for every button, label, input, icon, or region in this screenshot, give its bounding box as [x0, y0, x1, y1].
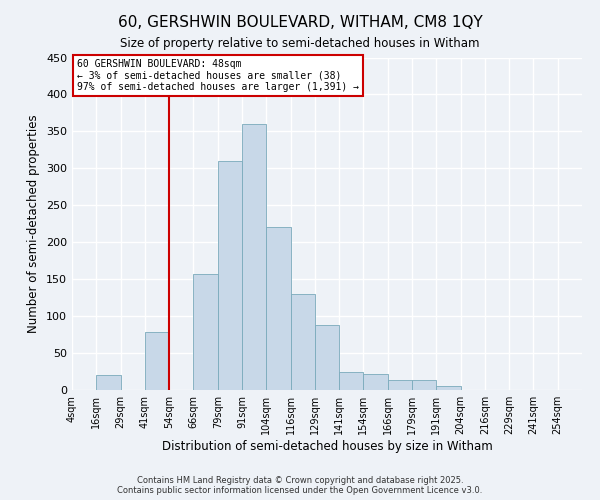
- Y-axis label: Number of semi-detached properties: Number of semi-detached properties: [28, 114, 40, 333]
- Bar: [315, 325, 339, 390]
- Bar: [364, 374, 388, 390]
- Bar: [266, 228, 290, 390]
- Bar: [145, 332, 169, 390]
- X-axis label: Distribution of semi-detached houses by size in Witham: Distribution of semi-detached houses by …: [161, 440, 493, 453]
- Bar: [412, 380, 436, 390]
- Text: Contains HM Land Registry data © Crown copyright and database right 2025.
Contai: Contains HM Land Registry data © Crown c…: [118, 476, 482, 495]
- Text: 60 GERSHWIN BOULEVARD: 48sqm
← 3% of semi-detached houses are smaller (38)
97% o: 60 GERSHWIN BOULEVARD: 48sqm ← 3% of sem…: [77, 59, 359, 92]
- Bar: [193, 274, 218, 390]
- Bar: [96, 375, 121, 390]
- Text: 60, GERSHWIN BOULEVARD, WITHAM, CM8 1QY: 60, GERSHWIN BOULEVARD, WITHAM, CM8 1QY: [118, 15, 482, 30]
- Text: Size of property relative to semi-detached houses in Witham: Size of property relative to semi-detach…: [120, 38, 480, 51]
- Bar: [436, 386, 461, 390]
- Bar: [388, 380, 412, 390]
- Bar: [218, 161, 242, 390]
- Bar: [290, 294, 315, 390]
- Bar: [339, 372, 364, 390]
- Bar: [242, 124, 266, 390]
